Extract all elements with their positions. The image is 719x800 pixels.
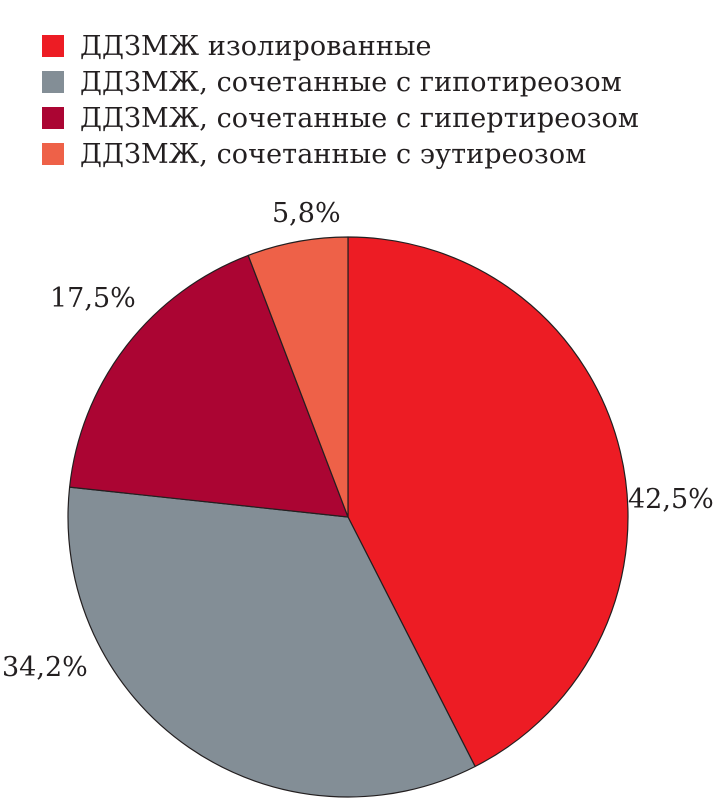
legend-swatch [42,143,64,165]
pie-slice [69,254,349,518]
legend-swatch [42,35,64,57]
pie-slices [67,236,629,798]
pie-slice [67,486,476,798]
pie-slice [347,236,629,768]
pie-data-label: 17,5% [50,283,136,314]
pie-slice [247,236,349,518]
legend-label: ДДЗМЖ, сочетанные с гипотиреозом [80,66,622,98]
legend-label: ДДЗМЖ, сочетанные с эутиреозом [80,138,587,170]
chart-legend: ДДЗМЖ изолированные ДДЗМЖ, сочетанные с г… [42,28,639,172]
legend-swatch [42,107,64,129]
pie-data-label: 5,8% [272,198,341,229]
pie-data-labels: 42,5% 34,2% 17,5% 5,8% [2,198,714,683]
legend-swatch [42,71,64,93]
legend-item: ДДЗМЖ, сочетанные с гипотиреозом [42,64,639,100]
legend-item: ДДЗМЖ, сочетанные с эутиреозом [42,136,639,172]
pie-data-label: 34,2% [2,652,88,683]
legend-label: ДДЗМЖ изолированные [80,30,432,62]
legend-label: ДДЗМЖ, сочетанные с гипертиреозом [80,102,639,134]
legend-item: ДДЗМЖ изолированные [42,28,639,64]
legend-item: ДДЗМЖ, сочетанные с гипертиреозом [42,100,639,136]
pie-data-label: 42,5% [628,484,714,515]
